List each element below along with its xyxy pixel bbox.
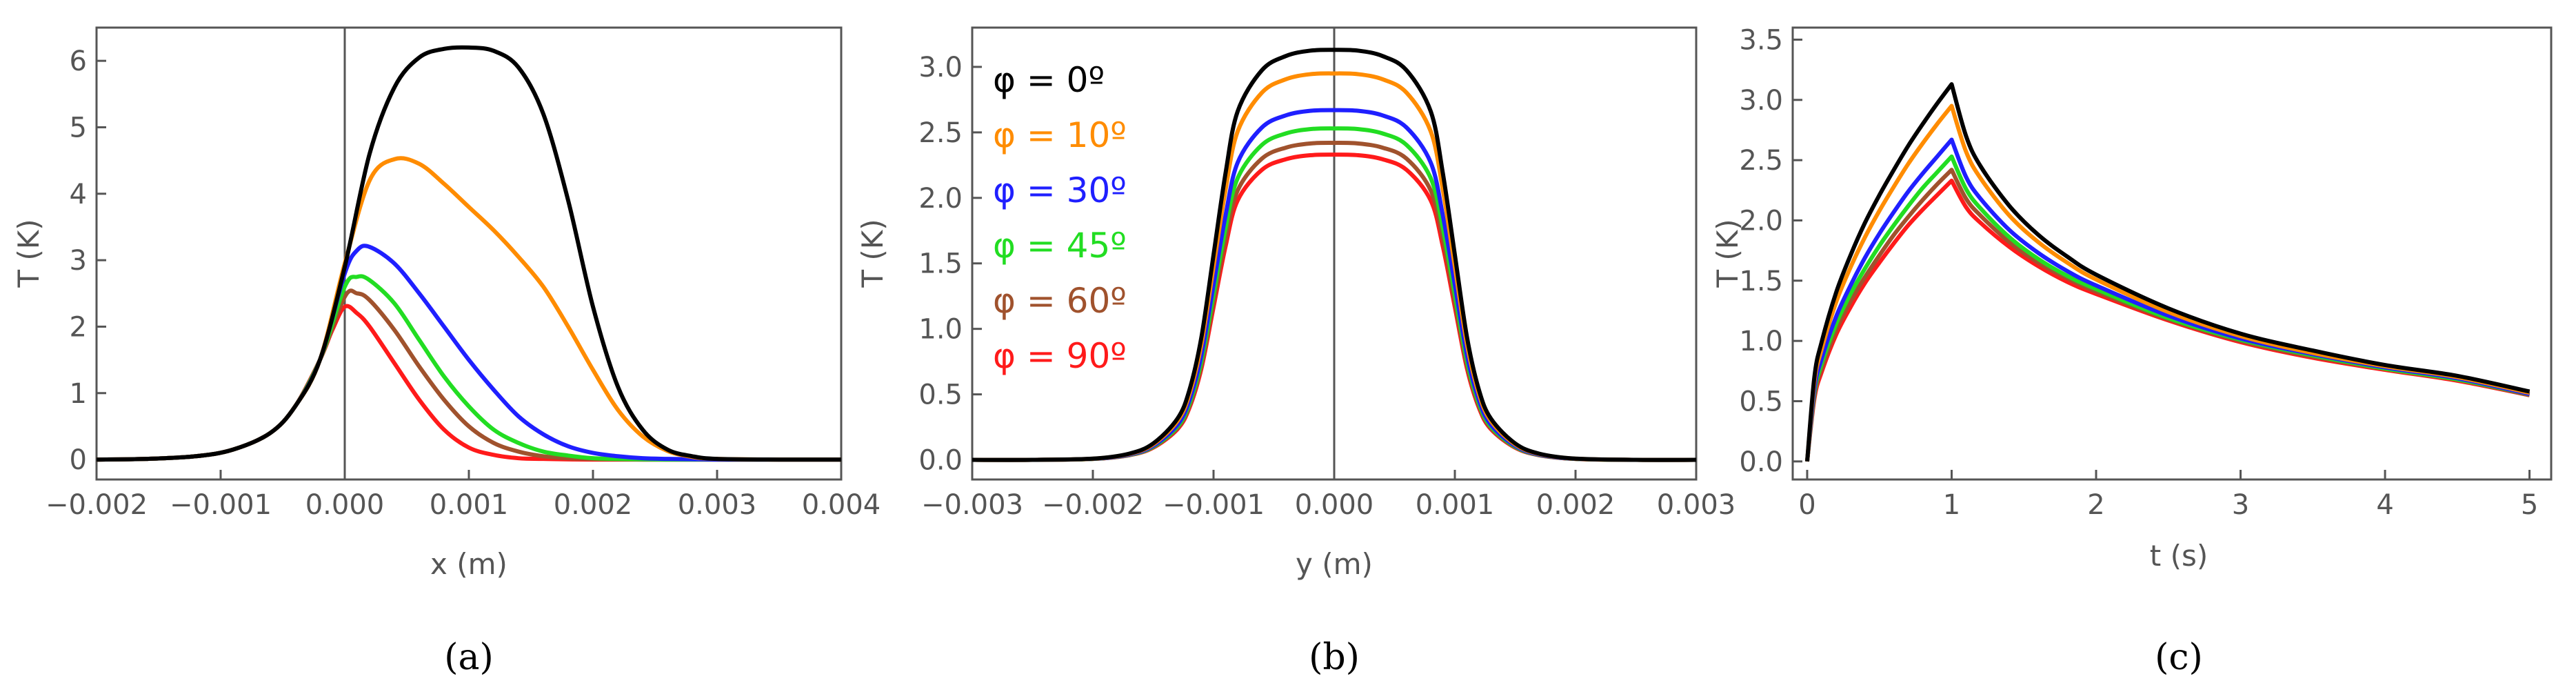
legend-item-phi60: φ = 60º [993, 281, 1127, 321]
series-c-phi30 [1804, 137, 2530, 462]
ylabel-a: T (K) [12, 219, 46, 288]
chart-a: −0.002 −0.001 0.000 0.001 0.002 0.003 0.004 0 1… [12, 26, 881, 678]
caption-a: (a) [444, 637, 494, 678]
ylabel-b: T (K) [856, 219, 889, 288]
ytick-label-c-6: 3.0 [1739, 85, 1783, 117]
legend-b: φ = 0º φ = 10º φ = 30º φ = 45º φ = 60º φ… [993, 60, 1127, 376]
xtick-label-c-2: 2 [2087, 489, 2104, 521]
xtick-label-b-1: −0.002 [1042, 489, 1144, 521]
xtick-label-b-3: 0.000 [1295, 489, 1374, 521]
ytick-label-c-1: 0.5 [1739, 386, 1783, 417]
xtick-label-c-0: 0 [1798, 489, 1815, 521]
xtick-label-c-4: 4 [2376, 489, 2393, 521]
plot-frame-c [1791, 26, 2553, 481]
xlabel-c: t (s) [2150, 539, 2208, 573]
ytick-label-c-2: 1.0 [1739, 326, 1783, 357]
xtick-label-c-1: 1 [1943, 489, 1960, 521]
legend-item-phi10: φ = 10º [993, 115, 1127, 155]
plot-frame-a [95, 26, 843, 481]
ytick-label-b-0: 0.0 [918, 445, 963, 477]
xtick-label-a-5: 0.003 [678, 489, 757, 521]
ytick-label-c-3: 1.5 [1739, 266, 1783, 297]
xtick-label-b-2: −0.001 [1163, 489, 1265, 521]
ytick-label-a-1: 1 [70, 378, 87, 410]
legend-item-phi0: φ = 0º [993, 60, 1105, 100]
ytick-label-a-2: 2 [70, 311, 87, 343]
yticks-c: 0.0 0.5 1.0 1.5 2.0 2.5 3.0 3.5 [1739, 24, 1802, 478]
chart-b: −0.003 −0.002 −0.001 0.000 0.001 0.002 0.003 0… [856, 26, 1735, 678]
series-a-phi0 [96, 45, 842, 462]
xticks-c: 0 1 2 3 4 5 [1798, 470, 2538, 521]
xticks-a: −0.002 −0.001 0.000 0.001 0.002 0.003 0.004 [46, 470, 881, 521]
ytick-label-a-4: 4 [70, 179, 87, 210]
ytick-label-c-4: 2.0 [1739, 205, 1783, 237]
chart-c: 0 1 2 3 4 5 0.0 0.5 1.0 1.5 2.0 2.5 3.0 3.5 t (s) T … [1711, 24, 2553, 678]
series-a-phi90 [96, 304, 841, 462]
xlabel-a: x (m) [430, 547, 507, 581]
xtick-label-a-0: −0.002 [46, 489, 148, 521]
ytick-label-c-5: 2.5 [1739, 145, 1783, 177]
yticks-b: 0.0 0.5 1.0 1.5 2.0 2.5 3.0 [918, 52, 982, 477]
xtick-label-a-1: −0.001 [170, 489, 272, 521]
ytick-label-c-0: 0.0 [1739, 446, 1783, 478]
series-a-phi45 [96, 274, 841, 462]
series-b-phi0 [972, 48, 1697, 462]
ytick-label-b-3: 1.5 [918, 248, 963, 280]
legend-item-phi90: φ = 90º [993, 336, 1127, 376]
yticks-a: 0 1 2 3 4 5 6 [70, 46, 106, 476]
xtick-label-b-5: 0.002 [1536, 489, 1616, 521]
legend-item-phi45: φ = 45º [993, 226, 1127, 266]
xtick-label-c-5: 5 [2521, 489, 2538, 521]
ytick-label-c-7: 3.5 [1739, 24, 1783, 56]
series-c [1804, 82, 2530, 462]
xtick-label-c-3: 3 [2232, 489, 2249, 521]
xtick-label-a-4: 0.002 [554, 489, 633, 521]
xtick-label-b-0: −0.003 [921, 489, 1023, 521]
legend-item-phi30: φ = 30º [993, 170, 1127, 210]
series-b [972, 48, 1697, 462]
xtick-label-a-6: 0.004 [802, 489, 881, 521]
ytick-label-b-5: 2.5 [918, 117, 963, 149]
ytick-label-a-0: 0 [70, 444, 87, 476]
series-a-phi60 [96, 288, 841, 462]
caption-b: (b) [1309, 637, 1360, 678]
ytick-label-a-6: 6 [70, 46, 87, 77]
ytick-label-a-5: 5 [70, 112, 87, 144]
ylabel-c: T (K) [1711, 219, 1744, 288]
xtick-label-a-2: 0.000 [305, 489, 385, 521]
xtick-label-b-4: 0.001 [1416, 489, 1495, 521]
ytick-label-b-6: 3.0 [918, 52, 963, 83]
xticks-b: −0.003 −0.002 −0.001 0.000 0.001 0.002 0.003 [921, 470, 1735, 521]
caption-c: (c) [2155, 637, 2203, 678]
xtick-label-b-6: 0.003 [1657, 489, 1736, 521]
xtick-label-a-3: 0.001 [430, 489, 509, 521]
series-a-phi10 [96, 156, 842, 462]
xlabel-b: y (m) [1296, 547, 1373, 581]
series-a [96, 45, 842, 462]
series-c-phi10 [1804, 103, 2530, 462]
ytick-label-b-2: 1.0 [918, 314, 963, 346]
ytick-label-b-4: 2.0 [918, 183, 963, 215]
ytick-label-b-1: 0.5 [918, 379, 963, 411]
ytick-label-a-3: 3 [70, 245, 87, 277]
series-c-phi0 [1804, 82, 2530, 462]
